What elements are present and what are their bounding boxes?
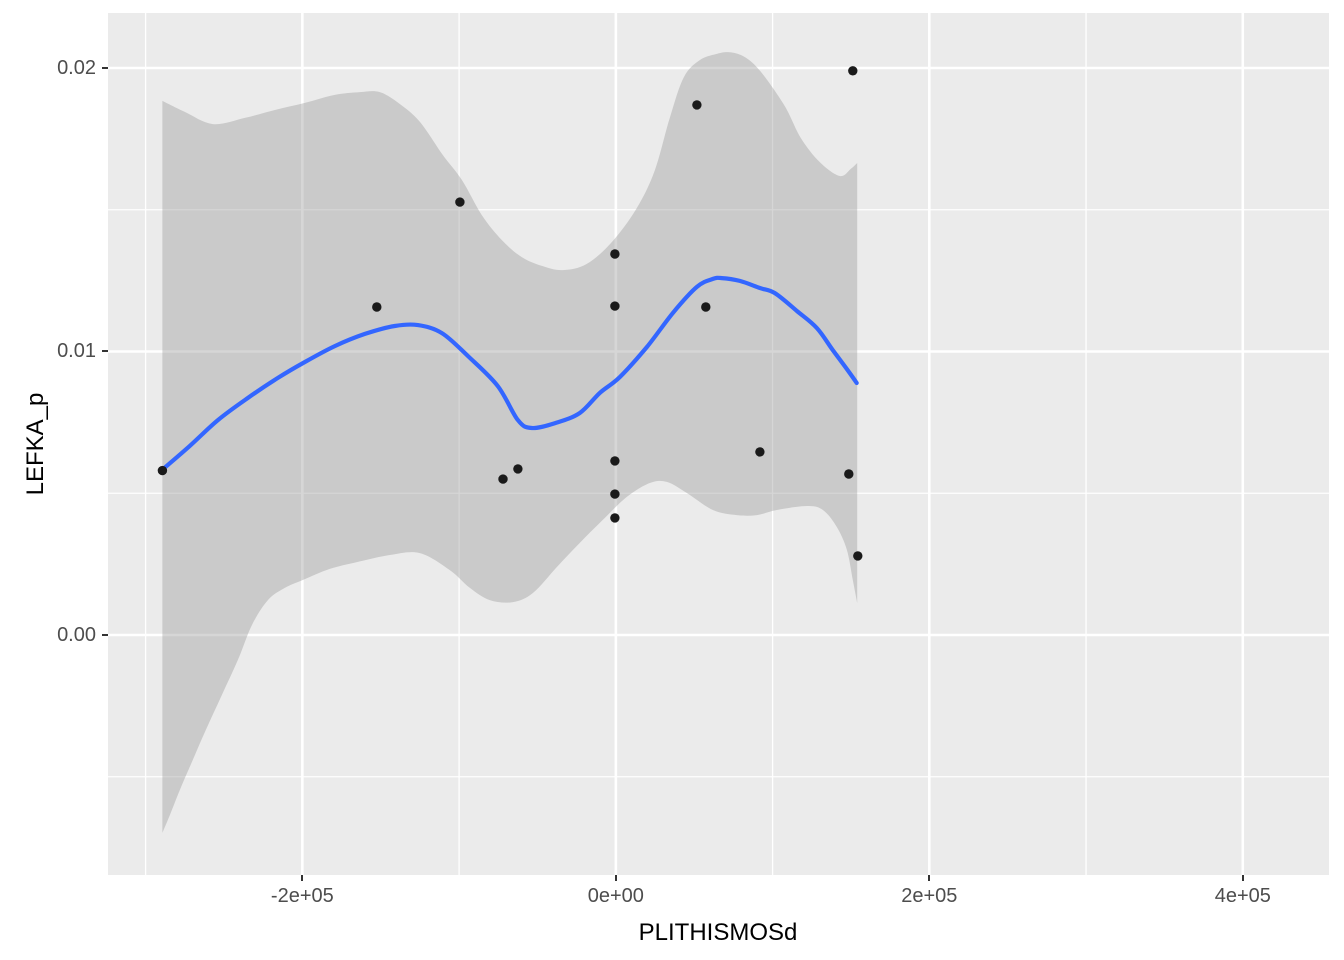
x-tick-mark bbox=[1241, 875, 1244, 881]
data-point bbox=[610, 249, 620, 259]
y-axis-title: LEFKA_p bbox=[22, 392, 49, 496]
y-tick-label: 0.00 bbox=[57, 623, 96, 646]
data-point bbox=[610, 456, 620, 466]
x-tick-label: 2e+05 bbox=[901, 885, 958, 907]
x-tick-mark bbox=[614, 875, 617, 881]
y-tick-mark bbox=[102, 633, 108, 636]
y-tick-label: 0.02 bbox=[57, 56, 96, 79]
plot-panel bbox=[108, 13, 1329, 875]
data-point bbox=[372, 302, 382, 312]
x-tick-mark bbox=[928, 875, 931, 881]
data-point bbox=[498, 474, 508, 484]
data-point bbox=[692, 100, 702, 110]
data-point bbox=[513, 464, 523, 474]
x-tick-mark bbox=[301, 875, 304, 881]
smooth-line bbox=[159, 275, 859, 473]
y-tick-mark bbox=[102, 350, 108, 353]
confidence-ribbon bbox=[162, 52, 858, 833]
y-tick-mark bbox=[102, 66, 108, 69]
data-point bbox=[844, 469, 854, 479]
data-point bbox=[610, 513, 620, 523]
data-point bbox=[701, 302, 711, 312]
x-tick-label: 0e+00 bbox=[587, 885, 644, 907]
y-tick-label: 0.01 bbox=[57, 340, 96, 363]
plot-canvas bbox=[108, 13, 1329, 875]
x-tick-label: -2e+05 bbox=[270, 885, 334, 907]
data-point bbox=[755, 447, 765, 457]
data-point bbox=[853, 551, 863, 561]
data-point bbox=[848, 66, 858, 76]
x-axis-title: PLITHISMOSd bbox=[638, 919, 798, 946]
data-point bbox=[455, 197, 465, 207]
data-point bbox=[610, 301, 620, 311]
data-point bbox=[610, 489, 620, 499]
x-tick-label: 4e+05 bbox=[1214, 885, 1271, 907]
data-point bbox=[157, 465, 168, 476]
